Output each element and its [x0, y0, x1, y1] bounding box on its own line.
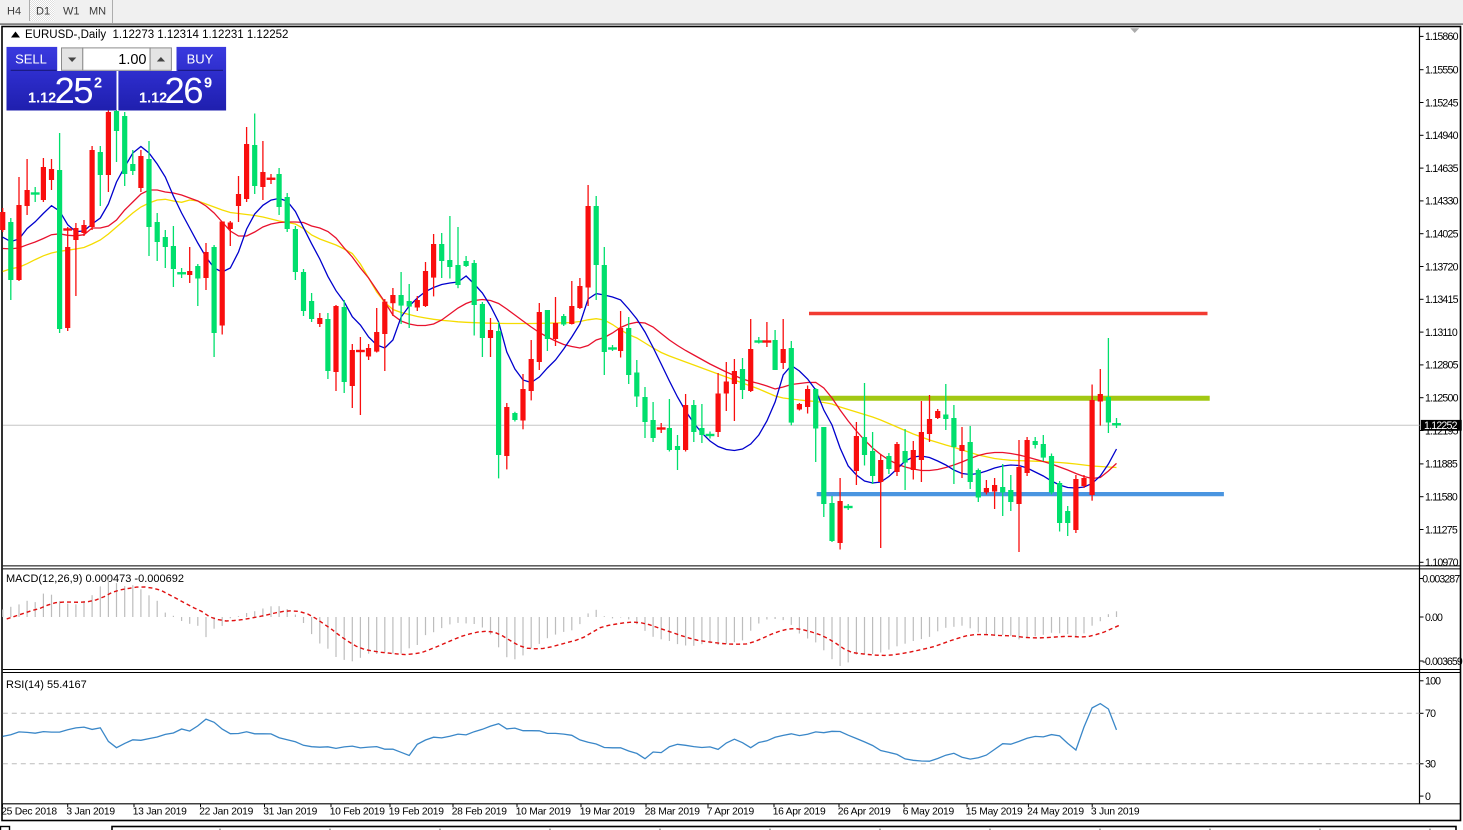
svg-text:0.00: 0.00	[1425, 612, 1443, 624]
svg-text:24 May 2019: 24 May 2019	[1027, 806, 1084, 817]
svg-text:25: 25	[55, 70, 93, 111]
svg-text:1.12: 1.12	[139, 91, 167, 107]
svg-text:EURUSD-,Daily 1.12273 1.12314: EURUSD-,Daily 1.12273 1.12314 1.12231 1.…	[25, 29, 288, 41]
svg-text:3 Jan 2019: 3 Jan 2019	[66, 806, 115, 817]
svg-text:1.13720: 1.13720	[1425, 261, 1459, 273]
svg-text:9: 9	[204, 76, 212, 92]
svg-text:-0.003659: -0.003659	[1422, 656, 1463, 668]
svg-text:1.14635: 1.14635	[1425, 163, 1459, 175]
svg-text:26: 26	[165, 70, 203, 111]
svg-text:1.11885: 1.11885	[1425, 459, 1458, 471]
svg-text:1.14330: 1.14330	[1425, 196, 1459, 208]
svg-text:1.14940: 1.14940	[1425, 130, 1459, 142]
svg-text:30: 30	[1425, 759, 1436, 771]
svg-text:1.15550: 1.15550	[1425, 65, 1459, 77]
svg-text:MACD(12,26,9) 0.000473 -0.0006: MACD(12,26,9) 0.000473 -0.000692	[6, 573, 184, 585]
svg-text:6 May 2019: 6 May 2019	[903, 806, 955, 817]
svg-text:28 Feb 2019: 28 Feb 2019	[452, 806, 508, 817]
svg-text:70: 70	[1425, 708, 1436, 720]
svg-text:10 Feb 2019: 10 Feb 2019	[330, 806, 386, 817]
svg-text:MN: MN	[89, 6, 106, 18]
svg-text:15 May 2019: 15 May 2019	[966, 806, 1023, 817]
svg-text:19 Mar 2019: 19 Mar 2019	[580, 806, 636, 817]
svg-text:1.11580: 1.11580	[1425, 492, 1458, 504]
svg-text:16 Apr 2019: 16 Apr 2019	[773, 806, 826, 817]
svg-text:19 Feb 2019: 19 Feb 2019	[389, 806, 445, 817]
svg-text:100: 100	[1425, 676, 1441, 688]
svg-text:H4: H4	[7, 6, 21, 18]
svg-text:7 Apr 2019: 7 Apr 2019	[707, 806, 755, 817]
svg-text:0: 0	[1425, 791, 1431, 803]
svg-text:1.12: 1.12	[28, 91, 56, 107]
svg-text:3 Jun 2019: 3 Jun 2019	[1091, 806, 1140, 817]
svg-text:28 Mar 2019: 28 Mar 2019	[645, 806, 701, 817]
svg-text:1.15860: 1.15860	[1425, 31, 1459, 43]
svg-text:1.11275: 1.11275	[1425, 524, 1458, 536]
svg-text:25 Dec 2018: 25 Dec 2018	[1, 806, 57, 817]
svg-text:2: 2	[94, 76, 102, 92]
svg-text:1.13110: 1.13110	[1425, 327, 1458, 339]
svg-text:26 Apr 2019: 26 Apr 2019	[838, 806, 891, 817]
svg-text:10 Mar 2019: 10 Mar 2019	[516, 806, 572, 817]
svg-text:13 Jan 2019: 13 Jan 2019	[133, 806, 187, 817]
svg-text:W1: W1	[63, 6, 80, 18]
svg-text:1.13415: 1.13415	[1425, 294, 1459, 306]
svg-text:1.12500: 1.12500	[1425, 393, 1459, 405]
svg-text:SELL: SELL	[15, 52, 47, 67]
svg-text:31 Jan 2019: 31 Jan 2019	[263, 806, 317, 817]
svg-text:1.15245: 1.15245	[1425, 97, 1459, 109]
svg-text:0.003287: 0.003287	[1422, 573, 1460, 585]
svg-text:1.12805: 1.12805	[1425, 360, 1459, 372]
svg-text:RSI(14) 55.4167: RSI(14) 55.4167	[6, 679, 87, 691]
svg-text:BUY: BUY	[187, 52, 214, 67]
svg-text:1.14025: 1.14025	[1425, 229, 1459, 241]
svg-text:1.00: 1.00	[118, 52, 146, 68]
svg-text:22 Jan 2019: 22 Jan 2019	[199, 806, 253, 817]
svg-text:1.12252: 1.12252	[1424, 420, 1458, 432]
svg-text:1.10970: 1.10970	[1425, 557, 1459, 569]
svg-text:D1: D1	[36, 6, 50, 18]
